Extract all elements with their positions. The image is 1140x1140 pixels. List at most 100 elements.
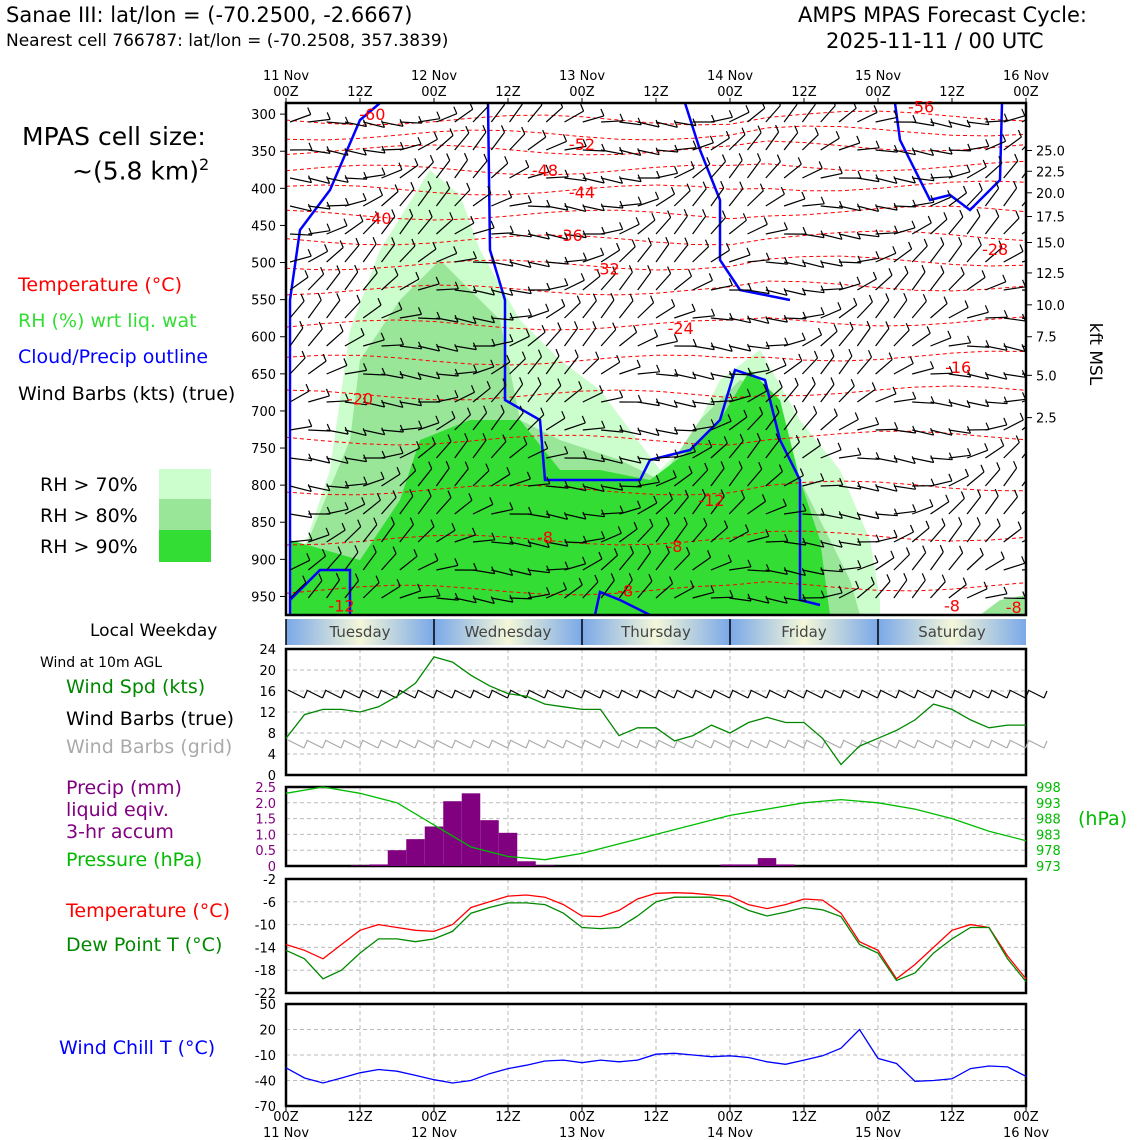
wind-barb-flag [921, 573, 926, 581]
wind-barb [728, 416, 748, 431]
top-x-time: 00Z [273, 85, 299, 100]
weekday-name: Thursday [620, 623, 691, 641]
wind-barb-flag [784, 533, 789, 542]
wind-barb-flag [984, 305, 989, 313]
wind-barb [637, 121, 660, 128]
wind-barb-flag [673, 120, 678, 128]
wind-barb-flag [1032, 461, 1035, 468]
wind-barb [619, 121, 642, 126]
wind-barb-flag [341, 522, 346, 531]
wind-barb [490, 361, 511, 375]
wind-barb [838, 485, 861, 490]
wind-barb-flag [628, 265, 633, 273]
wind-barb-flag [959, 209, 964, 218]
wind-barb-flag [727, 414, 732, 422]
wind-barb [326, 485, 349, 489]
wind-barb [326, 400, 349, 403]
wind-barb-flag [725, 130, 730, 139]
wind-barb-flag [911, 147, 916, 155]
wind-barb [838, 261, 862, 264]
grid-wind-barb [509, 739, 527, 749]
wind-barb-flag [967, 369, 972, 378]
wind-barb-flag [375, 575, 380, 583]
true-wind-barb [750, 689, 767, 699]
grid-wind-barb-flag [488, 740, 493, 749]
wind-barb-flag [958, 516, 963, 525]
wind-barb [546, 176, 569, 179]
wind-barb [308, 205, 331, 210]
true-wind-barb [620, 689, 638, 699]
bottom-x-time: 12Z [495, 1110, 521, 1125]
grid-wind-barb [491, 739, 508, 749]
wind-barb-flag [582, 556, 587, 565]
wind-barb-flag [728, 278, 733, 286]
wind-barb-flag [595, 351, 600, 359]
wind-barb [893, 299, 908, 319]
wind-barb [545, 417, 566, 431]
wind-barb [417, 187, 432, 207]
wind-barb [582, 485, 605, 492]
wind-barb [966, 311, 989, 319]
wind-barb [326, 553, 342, 571]
wind-barb [344, 149, 367, 156]
wind-barb [838, 587, 859, 599]
wind-barb-flag [633, 521, 638, 530]
wind-barb-flag [709, 135, 714, 144]
wind-barb-flag [326, 455, 331, 464]
wind-barb [948, 342, 971, 347]
wind-barb-flag [1039, 526, 1042, 533]
wind-barb [344, 177, 367, 180]
wind-barb [600, 249, 620, 263]
wind-barb-flag [948, 452, 953, 460]
wind-barb [399, 447, 420, 459]
bottom-x-time: 12Z [939, 1110, 965, 1125]
wind-barb [802, 313, 825, 319]
wind-barb-flag [710, 308, 716, 317]
temperature-label: -32 [594, 259, 620, 278]
wind-barb-flag [855, 580, 860, 589]
grid-wind-barb [361, 739, 379, 749]
precip-bar [387, 850, 407, 866]
wind-barb [930, 196, 951, 207]
wind-barb-flag [447, 490, 452, 498]
wind-barb [436, 345, 458, 352]
wind-barb-flag [581, 415, 586, 424]
wind-barb [912, 201, 935, 207]
wind-barb-flag [1032, 153, 1035, 160]
wind-barb [857, 177, 880, 183]
wind-barb [454, 159, 468, 179]
wind-barb [637, 502, 658, 515]
wind-barb-flag [580, 103, 585, 112]
wind-barb-flag [925, 520, 930, 529]
wind-barb-flag [637, 455, 642, 464]
wind-barb-flag [783, 222, 788, 230]
wind-barb-flag [490, 220, 495, 229]
wind-barb [619, 177, 642, 183]
wind-barb-flag [344, 175, 349, 183]
grid-wind-barb-flag [1006, 740, 1011, 749]
wind-barb [637, 551, 651, 571]
wind-barb-flag [325, 388, 330, 397]
wind-barb-flag [765, 341, 770, 349]
wind-barb-flag [784, 337, 789, 345]
wind-barb-flag [631, 239, 636, 247]
wind-barb [893, 205, 916, 208]
pressure-tick-label: 350 [251, 145, 276, 160]
wind-barb-flag [409, 208, 414, 217]
wind-barb-flag [710, 397, 715, 405]
wind-barb-flag [684, 237, 689, 245]
wind-barb-flag [359, 214, 364, 222]
wind-barb-flag [619, 505, 624, 513]
wind-barb-flag [576, 295, 581, 303]
grid-wind-barb-flag [358, 740, 364, 749]
wind-barb-flag [673, 166, 679, 174]
wind-barb [436, 529, 456, 543]
windchill-ytick: -40 [255, 1075, 276, 1090]
wind-barb-flag [888, 268, 893, 276]
wind-barb-flag [875, 140, 880, 149]
temperature-contour [286, 480, 1026, 496]
wind-barb [417, 526, 435, 543]
temperature-contour [286, 160, 1026, 176]
bottom-x-time: 00Z [717, 1110, 743, 1125]
wind-barb-flag [795, 434, 800, 443]
